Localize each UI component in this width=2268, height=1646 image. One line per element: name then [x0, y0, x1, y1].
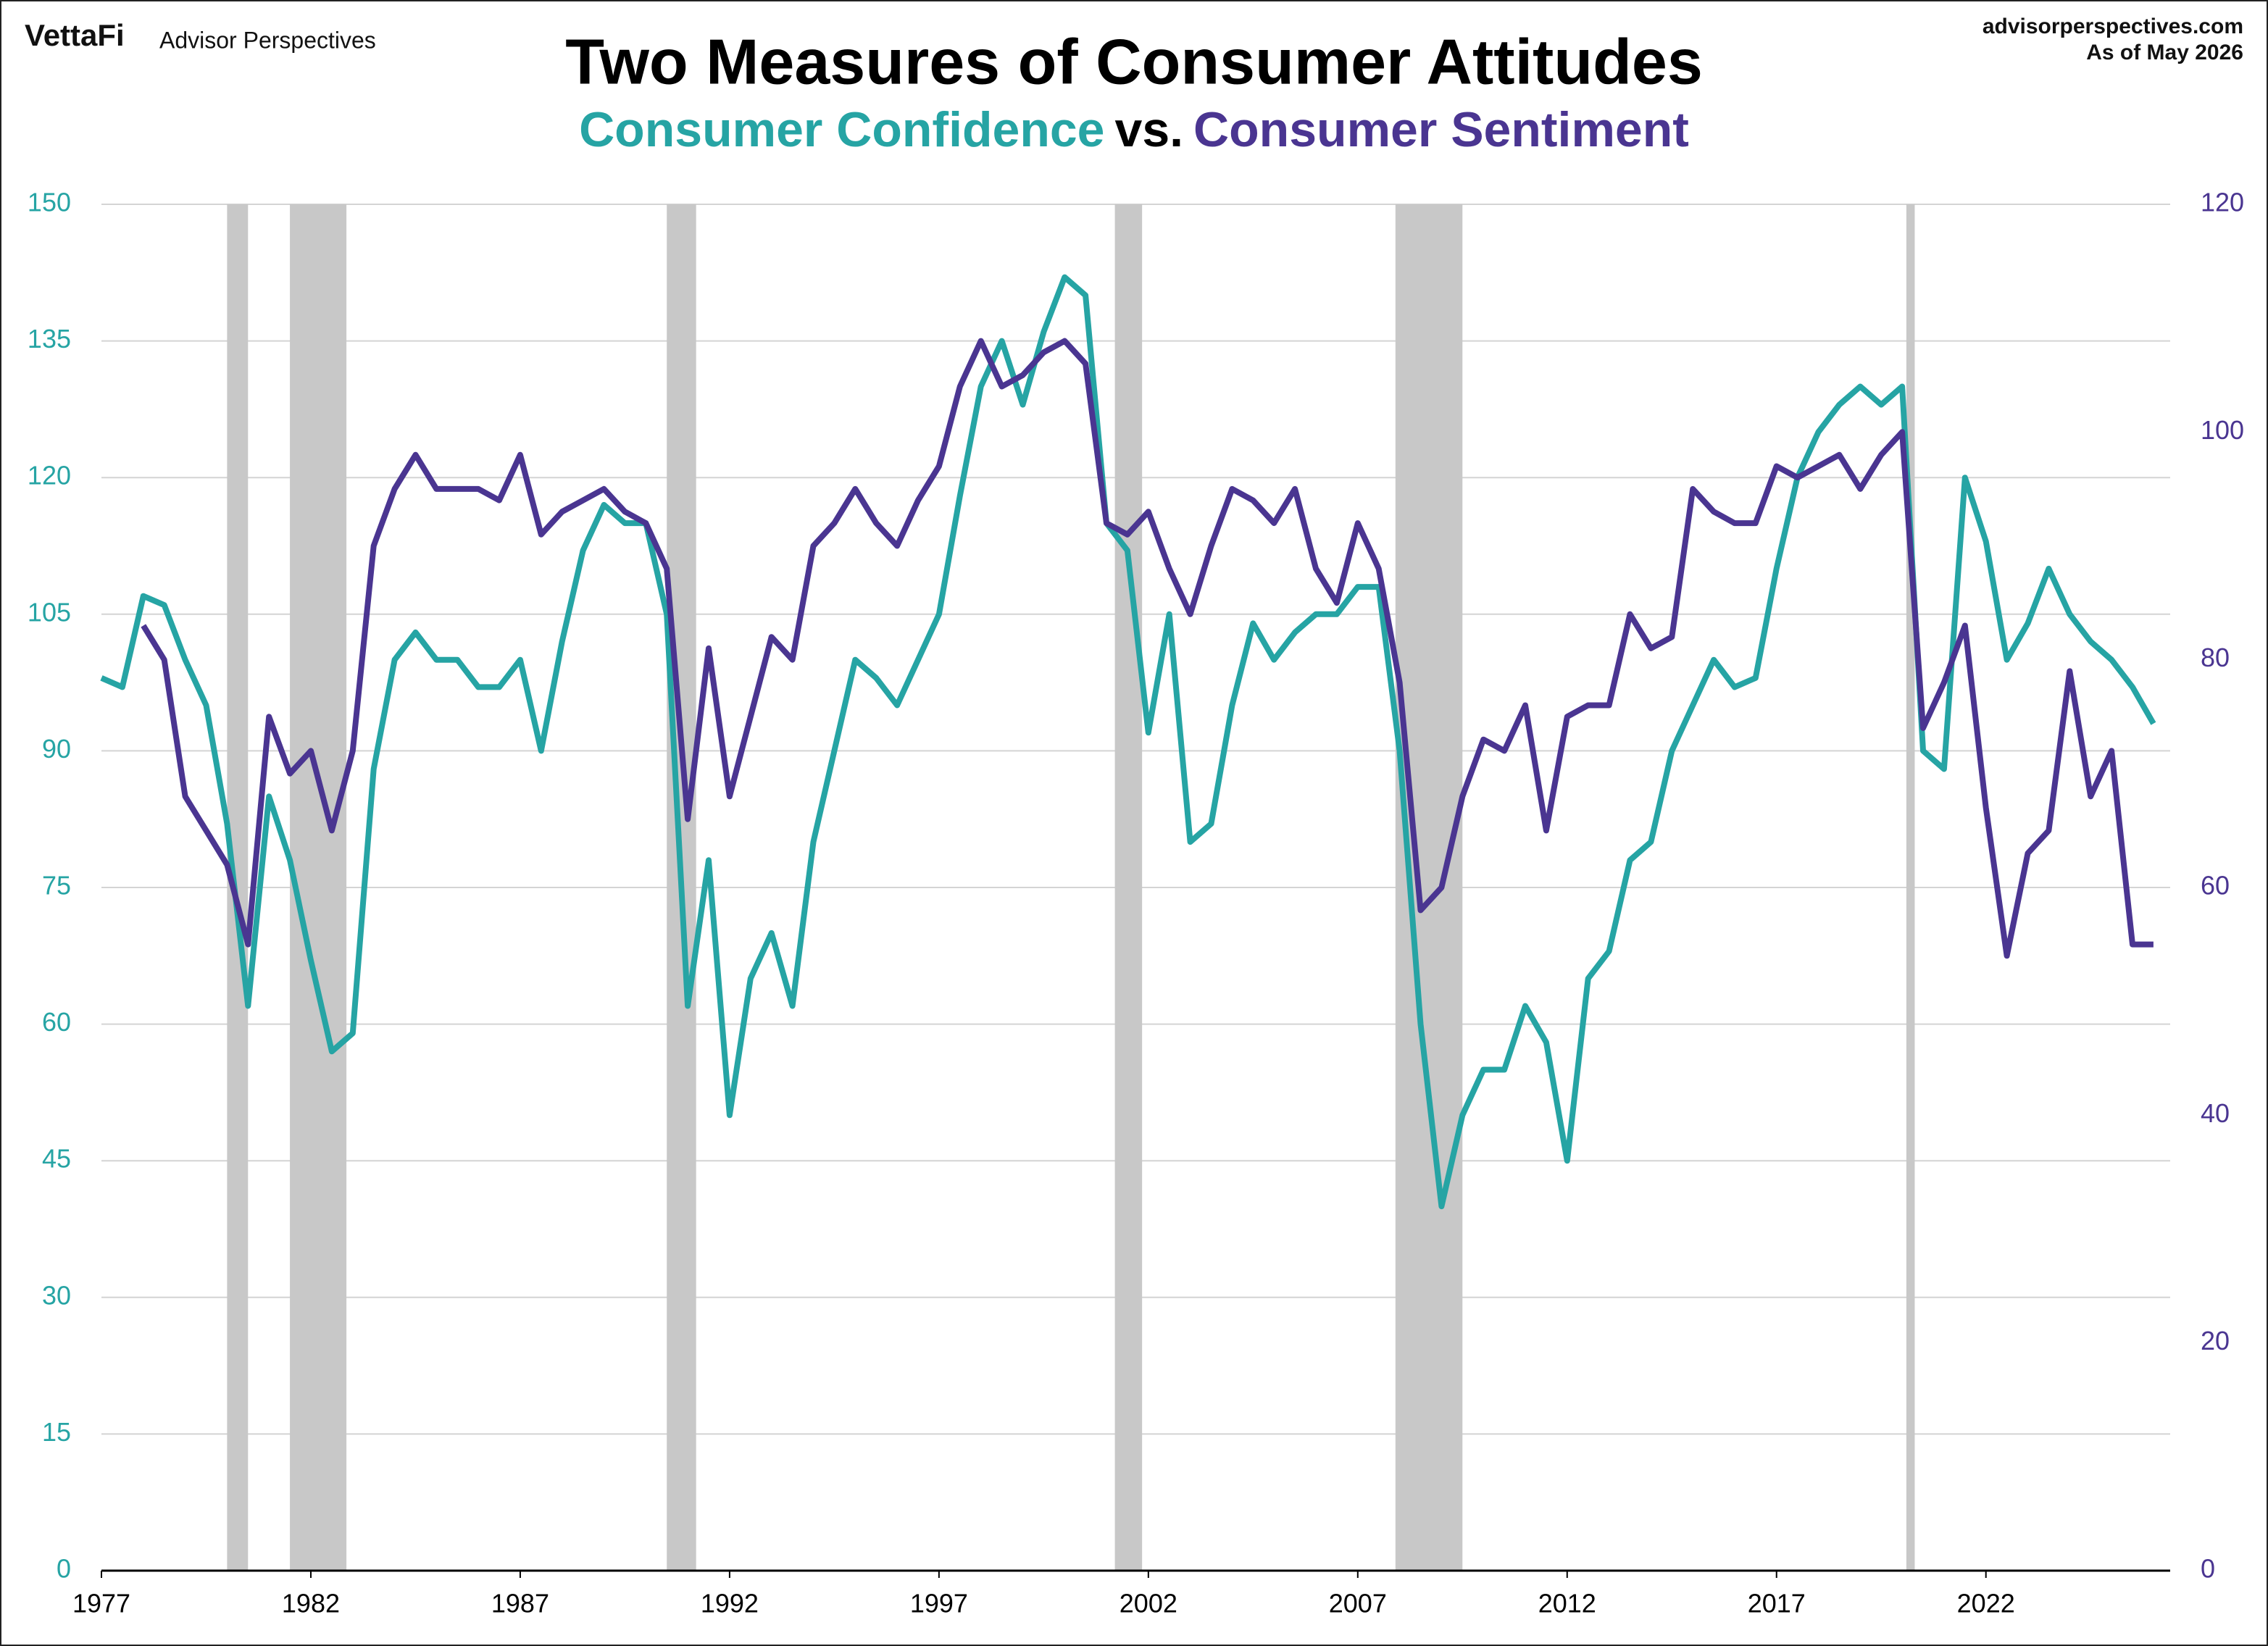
subtitle-joiner: vs.	[1115, 102, 1184, 157]
series-line	[100, 274, 2156, 1210]
y-tick-label: 105	[28, 597, 71, 627]
source: advisorperspectives.com	[1983, 14, 2243, 38]
y2-tick-label: 120	[2201, 188, 2244, 217]
x-tick-label: 1992	[701, 1589, 759, 1618]
subtitle: Consumer Confidence vs. Consumer Sentiment	[579, 102, 1689, 157]
y2-tick-label: 60	[2201, 871, 2230, 901]
y-tick-label: 150	[28, 188, 71, 217]
y-tick-label: 60	[42, 1007, 71, 1037]
y-tick-label: 135	[28, 324, 71, 354]
y-tick-label: 30	[42, 1280, 71, 1310]
y2-tick-label: 0	[2201, 1554, 2215, 1584]
legend-entry: Consumer Sentiment	[1193, 102, 1689, 157]
x-tick-label: 2002	[1120, 1589, 1177, 1618]
x-tick-label: 2017	[1748, 1589, 1806, 1618]
y-tick-label: 15	[42, 1417, 71, 1447]
y2-tick-label: 100	[2201, 415, 2244, 445]
y2-tick-label: 40	[2201, 1098, 2230, 1128]
chart-title: Two Measures of Consumer Attitudes	[565, 25, 1703, 97]
recession-band	[1114, 204, 1143, 1571]
x-tick-label: 2007	[1329, 1589, 1387, 1618]
y2-tick-label: 20	[2201, 1326, 2230, 1355]
x-tick-label: 1982	[282, 1589, 340, 1618]
series-line	[141, 338, 2154, 959]
recession-band	[1395, 204, 1463, 1571]
recession-band	[1906, 204, 1915, 1571]
y-tick-label: 0	[57, 1554, 71, 1584]
legend-entry: Consumer Confidence	[579, 102, 1104, 157]
brand: Advisor Perspectives	[159, 27, 376, 53]
x-tick-label: 1977	[72, 1589, 130, 1618]
x-tick-label: 2012	[1538, 1589, 1596, 1618]
y-tick-label: 120	[28, 461, 71, 490]
x-tick-label: 1997	[910, 1589, 968, 1618]
y-tick-label: 75	[42, 871, 71, 901]
y-tick-label: 45	[42, 1144, 71, 1174]
recession-band	[290, 204, 347, 1571]
x-tick-label: 2022	[1957, 1589, 2015, 1618]
y2-tick-label: 80	[2201, 643, 2230, 672]
logo: VettaFi	[25, 18, 125, 52]
x-tick-label: 1987	[491, 1589, 549, 1618]
y-tick-label: 90	[42, 734, 71, 764]
date-note: As of May 2026	[2086, 41, 2243, 64]
